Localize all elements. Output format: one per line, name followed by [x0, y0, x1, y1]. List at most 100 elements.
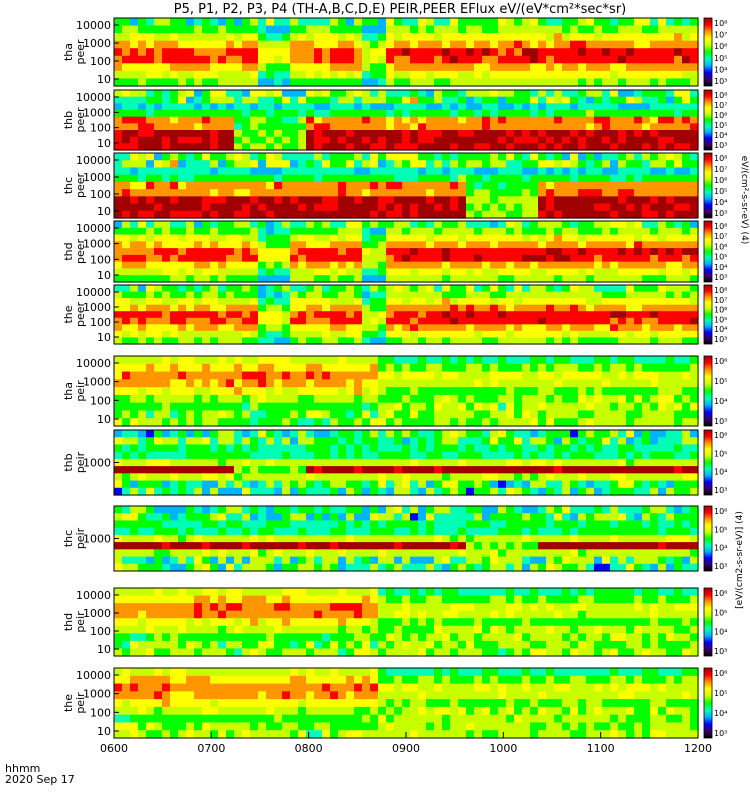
heatmap-cell	[690, 268, 699, 276]
heatmap-cell	[578, 167, 587, 176]
heatmap-cell	[242, 221, 251, 229]
heatmap-cell	[402, 261, 411, 270]
heatmap-cell	[146, 363, 155, 373]
heatmap-cell	[178, 40, 187, 49]
heatmap-cell	[138, 444, 147, 453]
heatmap-cell	[338, 254, 347, 263]
heatmap-cell	[162, 371, 171, 380]
heatmap-cell	[210, 136, 219, 144]
heatmap-cell	[202, 55, 211, 64]
heatmap-cell	[426, 123, 435, 131]
heatmap-cell	[130, 513, 139, 522]
heatmap-cell	[634, 130, 643, 138]
heatmap-cell	[642, 458, 651, 467]
heatmap-cell	[322, 210, 331, 219]
heatmap-cell	[498, 311, 507, 319]
heatmap-cell	[282, 254, 291, 263]
heatmap-cell	[490, 371, 499, 380]
heatmap-cell	[490, 90, 499, 98]
heatmap-cell	[330, 196, 339, 205]
heatmap-cell	[402, 78, 411, 87]
colorbar-tick-label: 10³	[714, 335, 727, 344]
heatmap-cell	[114, 480, 123, 489]
heatmap-cell	[186, 221, 195, 229]
heatmap-cell	[138, 304, 147, 312]
heatmap-cell	[586, 324, 595, 332]
heatmap-cell	[418, 317, 427, 325]
heatmap-cell	[514, 363, 523, 373]
heatmap-cell	[362, 254, 371, 263]
heatmap-cell	[290, 410, 299, 419]
heatmap-cell	[546, 304, 555, 312]
heatmap-cell	[122, 418, 131, 427]
heatmap-cell	[218, 181, 227, 190]
heatmap-cell	[186, 473, 195, 482]
colorbar-tick-label: 10⁴	[714, 65, 727, 74]
heatmap-cell	[290, 143, 299, 151]
heatmap-cell	[586, 451, 595, 460]
heatmap-cell	[202, 451, 211, 460]
heatmap-cell	[594, 473, 603, 482]
heatmap-cell	[530, 130, 539, 138]
heatmap-cell	[538, 196, 547, 205]
heatmap-cell	[298, 268, 307, 276]
heatmap-cell	[626, 379, 635, 388]
heatmap-cell	[258, 261, 267, 270]
heatmap-cell	[274, 298, 283, 306]
heatmap-cell	[330, 304, 339, 312]
heatmap-cell	[474, 418, 483, 427]
heatmap-cell	[450, 387, 459, 396]
heatmap-cell	[562, 18, 571, 27]
heatmap-cell	[354, 480, 363, 489]
heatmap-cell	[186, 63, 195, 72]
heatmap-cell	[690, 418, 699, 427]
heatmap-cell	[178, 298, 187, 306]
heatmap-cell	[178, 466, 187, 474]
heatmap-cell	[138, 189, 147, 197]
heatmap-cell	[130, 311, 139, 319]
heatmap-cell	[194, 196, 203, 205]
heatmap-cell	[642, 337, 651, 345]
colorbar	[703, 429, 713, 496]
heatmap-cell	[666, 234, 675, 242]
heatmap-cell	[210, 227, 219, 236]
heatmap-cell	[354, 136, 363, 144]
heatmap-cell	[530, 78, 539, 87]
heatmap-cell	[338, 136, 347, 144]
heatmap-cell	[322, 123, 331, 131]
heatmap-cell	[650, 480, 659, 489]
heatmap-cell	[114, 55, 123, 64]
heatmap-cell	[674, 410, 683, 419]
heatmap-cell	[202, 298, 211, 306]
heatmap-cell	[346, 210, 355, 219]
heatmap-cell	[242, 513, 251, 522]
heatmap-cell	[202, 234, 211, 242]
heatmap-cell	[610, 90, 619, 98]
heatmap-cell	[162, 130, 171, 138]
heatmap-cell	[642, 234, 651, 242]
heatmap-cell	[218, 513, 227, 522]
heatmap-cell	[386, 268, 395, 276]
heatmap-cell	[658, 473, 667, 482]
heatmap-cell	[434, 210, 443, 219]
heatmap-cell	[234, 337, 243, 345]
heatmap-cell	[434, 203, 443, 212]
heatmap-cell	[554, 221, 563, 229]
heatmap-cell	[250, 78, 259, 87]
heatmap-cell	[290, 25, 299, 34]
heatmap-cell	[210, 254, 219, 263]
heatmap-cell	[314, 123, 323, 131]
heatmap-cell	[546, 174, 555, 183]
heatmap-cell	[394, 78, 403, 87]
heatmap-cell	[474, 221, 483, 229]
heatmap-cell	[666, 275, 675, 283]
heatmap-cell	[218, 394, 227, 404]
heatmap-cell	[434, 130, 443, 138]
heatmap-cell	[538, 167, 547, 176]
heatmap-cell	[578, 444, 587, 453]
heatmap-cell	[170, 520, 179, 529]
heatmap-cell	[466, 324, 475, 332]
heatmap-cell	[666, 444, 675, 453]
heatmap-cell	[362, 18, 371, 27]
